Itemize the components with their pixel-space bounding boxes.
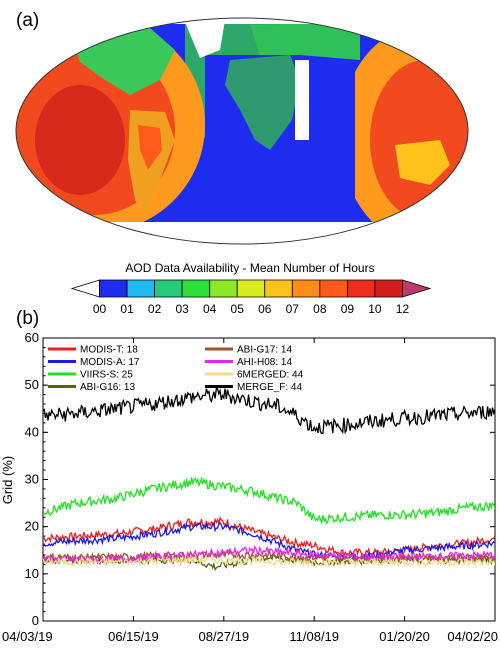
legend-label: ABI-G17: 14 — [237, 345, 292, 356]
map-greenland — [185, 20, 225, 58]
map-outline — [15, 17, 469, 245]
colorbar-tick-label: 09 — [341, 302, 355, 316]
colorbar-swatch — [70, 279, 100, 298]
line-chart: 0 10 20 30 40 50 60 04/03/19 06/15/19 08/27/19 11… — [0, 330, 498, 644]
y-axis-label: Grid (%) — [0, 456, 15, 504]
series-line — [43, 554, 495, 568]
colorbar-tick-label: 07 — [286, 302, 300, 316]
colorbar-tick-label: 00 — [93, 302, 107, 316]
x-tick-label: 04/03/19 — [2, 629, 53, 644]
colorbar-swatch — [126, 279, 156, 298]
colorbar-swatch — [374, 279, 403, 298]
legend-label: AHI-H08: 14 — [237, 357, 292, 368]
colorbar-tick-label: 05 — [231, 302, 245, 316]
colorbar-tick-label: 01 — [120, 302, 134, 316]
y-axis: 0 10 20 30 40 50 60 — [25, 330, 495, 628]
x-tick-label: 11/08/19 — [289, 629, 339, 644]
colorbar-swatch — [319, 279, 348, 298]
legend-label: VIIRS-S: 25 — [80, 370, 133, 381]
colorbar-swatch — [291, 279, 321, 298]
map-west-coverage-core — [35, 85, 125, 195]
world-map — [16, 18, 468, 244]
panel-b-label: (b) — [16, 308, 39, 329]
colorbar-swatch — [402, 279, 432, 298]
map-australia — [395, 140, 450, 185]
colorbar-tick-label: 12 — [396, 302, 410, 316]
colorbar-title: AOD Data Availability - Mean Number of H… — [125, 261, 374, 275]
y-tick-label: 60 — [25, 330, 39, 345]
x-tick-label: 06/15/19 — [108, 629, 159, 644]
map-east-coverage-inner — [370, 60, 468, 220]
colorbar-swatch — [209, 279, 238, 298]
x-tick-label: 01/20/20 — [379, 629, 430, 644]
map-south-america-inner — [138, 125, 162, 170]
colorbar-swatch — [236, 279, 266, 298]
map-antarctica — [16, 222, 468, 244]
plot-frame — [42, 337, 496, 622]
x-tick-label: 08/27/19 — [198, 629, 249, 644]
colorbar-tick-label: 04 — [203, 302, 217, 316]
y-tick-label: 0 — [32, 613, 39, 628]
series-lines — [43, 386, 495, 572]
colorbar-swatch — [346, 279, 376, 298]
colorbar-swatch — [154, 279, 183, 298]
map-europe-asia — [250, 22, 360, 60]
colorbar-tick-label: 08 — [313, 302, 327, 316]
y-tick-label: 20 — [25, 519, 39, 534]
colorbar-tick-label: 10 — [368, 302, 382, 316]
y-tick-label: 10 — [25, 566, 39, 581]
panel-a-label: (a) — [16, 10, 39, 31]
legend-label: MODIS-T: 18 — [80, 345, 138, 356]
series-line — [43, 476, 495, 525]
y-tick-label: 40 — [25, 424, 39, 439]
colorbar-tick-label: 06 — [258, 302, 272, 316]
legend-label: MODIS-A: 17 — [80, 357, 140, 368]
legend-label: 6MERGED: 44 — [237, 370, 304, 381]
legend-label: MERGE_F: 44 — [237, 382, 302, 393]
series-line — [43, 545, 495, 566]
map-nodata-stripe — [295, 60, 309, 140]
y-tick-label: 30 — [25, 472, 39, 487]
colorbar-tick-label: 03 — [175, 302, 189, 316]
series-line — [43, 386, 495, 435]
legend-label: ABI-G16: 13 — [80, 382, 135, 393]
x-tick-label: 04/02/20 — [447, 629, 498, 644]
y-tick-label: 50 — [25, 377, 39, 392]
colorbar-tick-label: 02 — [148, 302, 162, 316]
map-africa — [225, 55, 300, 150]
colorbar-swatch — [264, 279, 293, 298]
x-axis: 04/03/19 06/15/19 08/27/19 11/08/19 01/20/20… — [2, 338, 498, 644]
series-line — [43, 522, 495, 563]
colorbar-swatch — [181, 279, 211, 298]
map-arctic — [16, 18, 468, 24]
colorbar-swatch — [99, 279, 128, 298]
colorbar: 00 01 02 03 04 05 06 07 08 09 10 12 — [70, 279, 432, 316]
